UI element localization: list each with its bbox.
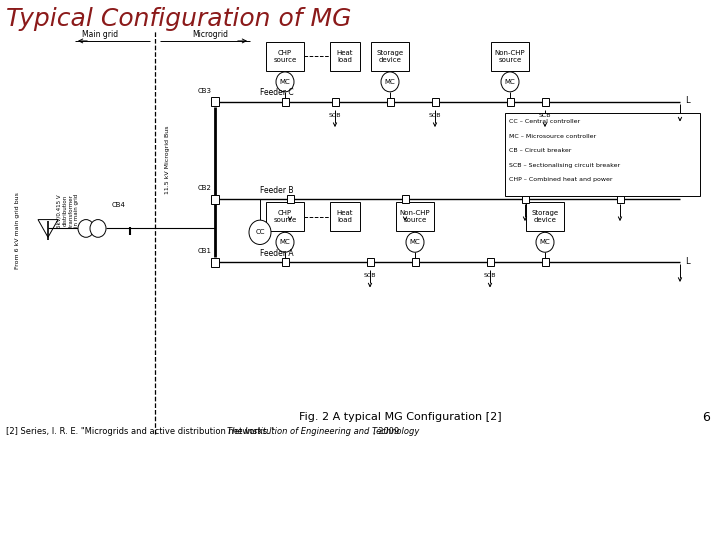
Circle shape xyxy=(501,72,519,92)
Text: , 2009: , 2009 xyxy=(373,427,400,436)
Bar xyxy=(506,98,513,106)
Text: SCB: SCB xyxy=(484,273,496,278)
Text: MC: MC xyxy=(384,79,395,85)
Circle shape xyxy=(406,232,424,252)
Bar xyxy=(402,195,408,203)
Text: 11.5 kV Microgrid Bus: 11.5 kV Microgrid Bus xyxy=(164,126,169,194)
Bar xyxy=(521,195,528,203)
Text: 6kV/0.415 V
distribution
transformer
in main grid: 6kV/0.415 V distribution transformer in … xyxy=(57,194,79,227)
Bar xyxy=(266,42,304,71)
Bar xyxy=(211,97,219,106)
Bar xyxy=(211,258,219,267)
Bar xyxy=(487,258,493,266)
Text: CHP – Combined heat and power: CHP – Combined heat and power xyxy=(509,177,613,182)
Circle shape xyxy=(381,72,399,92)
Bar xyxy=(330,202,360,231)
Text: Storage
device: Storage device xyxy=(531,210,559,224)
Circle shape xyxy=(276,72,294,92)
Bar xyxy=(331,98,338,106)
Bar xyxy=(541,98,549,106)
Text: SCB: SCB xyxy=(428,112,441,118)
Bar xyxy=(491,42,529,71)
Text: Non-CHP
source: Non-CHP source xyxy=(495,50,526,63)
Text: Fig. 2 A typical MG Configuration [2]: Fig. 2 A typical MG Configuration [2] xyxy=(299,412,501,422)
Bar xyxy=(541,258,549,266)
Circle shape xyxy=(276,232,294,252)
Text: MC: MC xyxy=(505,79,516,85)
Bar xyxy=(431,98,438,106)
Text: L: L xyxy=(685,256,690,266)
Bar xyxy=(371,42,409,71)
Text: Heat
load: Heat load xyxy=(337,210,354,224)
Bar xyxy=(211,195,219,204)
Text: Feeder A: Feeder A xyxy=(260,249,294,258)
Text: MC: MC xyxy=(279,239,290,245)
Bar xyxy=(526,202,564,231)
Bar xyxy=(366,258,374,266)
Text: CC: CC xyxy=(256,230,265,235)
Bar xyxy=(266,202,304,231)
Text: MC: MC xyxy=(410,239,420,245)
Text: Main grid: Main grid xyxy=(82,30,118,39)
Text: CC – Central controller: CC – Central controller xyxy=(509,119,580,125)
Text: CB3: CB3 xyxy=(198,87,212,94)
Bar xyxy=(505,113,700,196)
Circle shape xyxy=(249,220,271,245)
Text: SCB: SCB xyxy=(364,273,377,278)
Bar xyxy=(412,258,418,266)
Text: Microgrid: Microgrid xyxy=(192,30,228,39)
Text: MC: MC xyxy=(539,239,550,245)
Bar xyxy=(282,258,289,266)
Bar xyxy=(282,98,289,106)
Text: Heat
load: Heat load xyxy=(337,50,354,63)
Text: L: L xyxy=(685,96,690,105)
Bar xyxy=(396,202,434,231)
Text: SCB: SCB xyxy=(539,112,552,118)
Text: Non-CHP
source: Non-CHP source xyxy=(400,210,431,224)
Text: Feeder B: Feeder B xyxy=(260,186,294,195)
Text: From 6 kV main grid bus: From 6 kV main grid bus xyxy=(16,192,20,269)
Text: MC: MC xyxy=(279,79,290,85)
Text: CB – Circuit breaker: CB – Circuit breaker xyxy=(509,148,572,153)
Circle shape xyxy=(90,220,106,237)
Text: CB2: CB2 xyxy=(198,185,212,191)
Text: Typical Configuration of MG: Typical Configuration of MG xyxy=(6,6,351,31)
Text: Storage
device: Storage device xyxy=(377,50,404,63)
Text: CHP
source: CHP source xyxy=(274,210,297,224)
Text: CHP
source: CHP source xyxy=(274,50,297,63)
Text: SCB: SCB xyxy=(329,112,341,118)
Text: IOWA STATE UNIVERSITY: IOWA STATE UNIVERSITY xyxy=(36,500,324,518)
Text: 6: 6 xyxy=(702,410,710,423)
Bar xyxy=(330,42,360,71)
Text: CB1: CB1 xyxy=(198,248,212,254)
Circle shape xyxy=(78,220,94,237)
Text: Feeder C: Feeder C xyxy=(260,89,294,97)
Bar xyxy=(387,98,394,106)
Bar xyxy=(616,195,624,203)
Text: CB4: CB4 xyxy=(112,201,126,208)
Text: The Institution of Engineering and Technology: The Institution of Engineering and Techn… xyxy=(227,427,419,436)
Text: SCB – Sectionalising circuit breaker: SCB – Sectionalising circuit breaker xyxy=(509,163,620,167)
Text: MC – Microsource controller: MC – Microsource controller xyxy=(509,134,596,139)
Bar xyxy=(287,195,294,203)
Text: [2] Series, I. R. E. "Microgrids and active distribution networks.": [2] Series, I. R. E. "Microgrids and act… xyxy=(6,427,276,436)
Circle shape xyxy=(536,232,554,252)
